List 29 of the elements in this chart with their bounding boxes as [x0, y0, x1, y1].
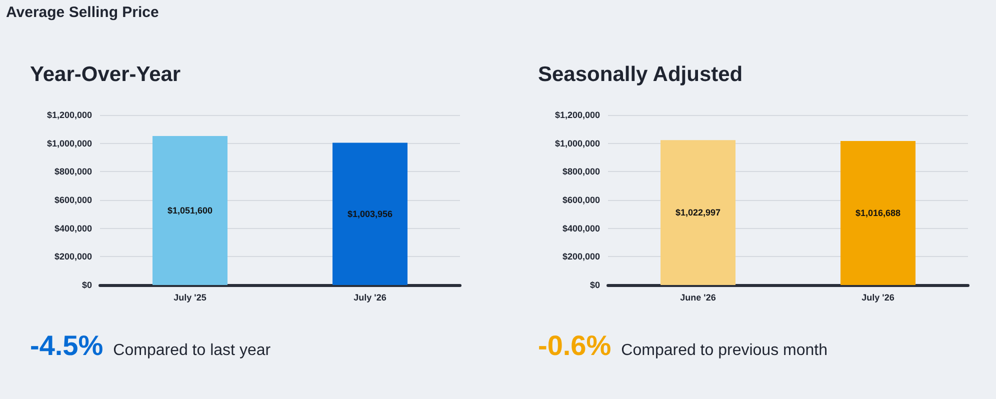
- chart-title: Year-Over-Year: [30, 63, 181, 87]
- y-tick-label: $600,000: [54, 195, 92, 205]
- y-tick-label: $800,000: [54, 166, 92, 177]
- text: Compared to previous month: [621, 342, 828, 360]
- data-label: $1,022,997: [675, 208, 721, 218]
- y-tick-label: $400,000: [54, 223, 92, 234]
- y-tick-label: $400,000: [562, 223, 600, 234]
- y-tick-label: $0: [590, 280, 600, 290]
- y-tick-label: $1,000,000: [46, 138, 92, 148]
- text: -0.6%: [538, 330, 612, 362]
- y-tick-label: $200,000: [562, 252, 600, 262]
- data-label: $1,003,956: [347, 208, 393, 219]
- y-tick-label: $1,000,000: [554, 138, 600, 148]
- y-tick-label: $0: [82, 280, 92, 290]
- y-tick-label: $200,000: [54, 252, 92, 262]
- x-tick-label: June '26: [680, 292, 716, 302]
- data-label: $1,051,600: [167, 206, 213, 216]
- text: Average Selling Price: [6, 4, 159, 21]
- text: -4.5%: [30, 330, 104, 362]
- text: Compared to last year: [113, 342, 271, 360]
- x-tick-label: July '26: [354, 292, 386, 302]
- y-tick-label: $600,000: [562, 195, 600, 205]
- x-tick-label: July '25: [174, 292, 206, 302]
- data-label: $1,016,688: [855, 208, 901, 218]
- x-tick-label: July '26: [862, 292, 894, 302]
- chart-title: Seasonally Adjusted: [538, 63, 743, 87]
- y-tick-label: $1,200,000: [554, 110, 600, 120]
- y-tick-label: $800,000: [562, 166, 600, 177]
- y-tick-label: $1,200,000: [46, 110, 92, 120]
